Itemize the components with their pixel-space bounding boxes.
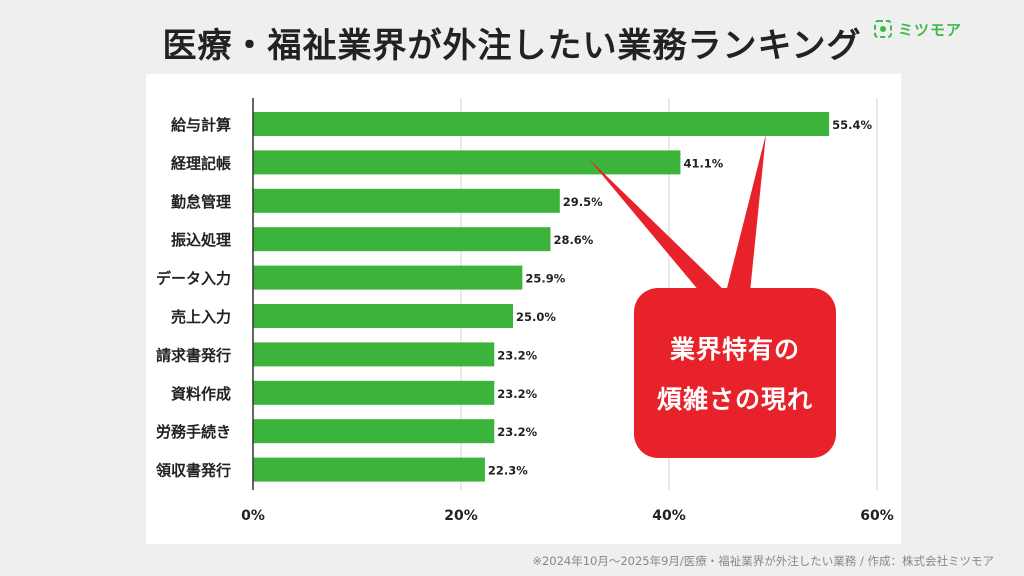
value-label: 25.0% [516,310,556,324]
x-tick-label: 20% [444,508,478,524]
value-label: 23.2% [497,348,537,362]
value-label: 25.9% [525,272,565,286]
bar [253,227,551,252]
bar [253,265,523,290]
x-tick-label: 40% [652,508,686,524]
category-label: 給与計算 [171,116,231,134]
bar [253,150,681,175]
value-label: 23.2% [497,387,537,401]
bar [253,188,560,213]
page-title: 医療・福祉業界が外注したい業務ランキング [162,26,862,66]
category-label: 経理記帳 [171,154,231,172]
category-label: 売上入力 [171,308,231,326]
logo-icon [874,20,892,38]
bar [253,342,495,367]
bar [253,304,513,328]
category-label: 振込処理 [171,231,231,249]
footnote: ※2024年10月〜2025年9月/医療・福祉業界が外注したい業務 / 作成：株… [532,554,994,568]
value-label: 22.3% [488,464,528,478]
bar [253,112,830,136]
x-tick-label: 0% [241,508,265,524]
logo-text: ミツモア [898,20,963,39]
bar [253,457,485,482]
bar [253,419,495,444]
value-label: 41.1% [683,156,723,170]
value-label: 29.5% [563,195,603,209]
category-label: 勤怠管理 [171,193,231,211]
category-label: 領収書発行 [156,462,231,480]
bar [253,380,495,405]
value-label: 28.6% [553,233,593,247]
category-label: 労務手続き [156,423,231,441]
category-label: データ入力 [156,270,231,288]
category-label: 資料作成 [171,385,231,403]
value-label: 55.4% [832,118,872,132]
brand-logo: ミツモア [874,18,962,40]
category-label: 請求書発行 [156,346,231,364]
x-tick-label: 60% [860,508,894,524]
value-label: 23.2% [497,425,537,439]
